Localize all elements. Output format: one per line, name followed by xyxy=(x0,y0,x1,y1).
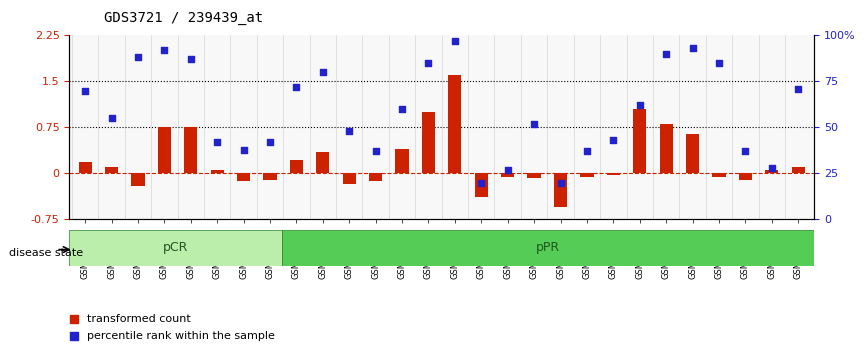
Bar xyxy=(184,127,197,173)
Point xyxy=(712,60,726,66)
Point xyxy=(527,121,541,127)
Bar xyxy=(607,173,620,175)
Bar xyxy=(686,133,699,173)
Bar xyxy=(633,109,646,173)
Bar xyxy=(739,173,752,179)
Point xyxy=(765,165,779,171)
Point xyxy=(475,180,488,185)
Point xyxy=(316,69,330,75)
Point xyxy=(448,38,462,44)
Text: pCR: pCR xyxy=(163,241,189,254)
Text: GDS3721 / 239439_at: GDS3721 / 239439_at xyxy=(104,11,263,25)
Bar xyxy=(766,170,779,173)
Point xyxy=(236,147,250,152)
Text: percentile rank within the sample: percentile rank within the sample xyxy=(87,331,275,341)
Point xyxy=(501,167,514,173)
Point xyxy=(105,115,119,121)
Bar xyxy=(527,173,540,178)
Bar xyxy=(158,127,171,173)
Point xyxy=(289,84,303,90)
Bar xyxy=(343,173,356,184)
Point xyxy=(395,106,409,112)
Bar xyxy=(554,173,567,207)
Point xyxy=(553,180,567,185)
Point xyxy=(342,128,356,134)
FancyBboxPatch shape xyxy=(69,230,282,266)
Bar xyxy=(422,112,435,173)
Text: transformed count: transformed count xyxy=(87,314,191,324)
Text: disease state: disease state xyxy=(9,248,83,258)
Point xyxy=(78,88,92,93)
Bar xyxy=(660,124,673,173)
Bar xyxy=(316,152,329,173)
Point xyxy=(633,103,647,108)
Bar xyxy=(290,160,303,173)
Point xyxy=(131,55,145,60)
Point xyxy=(158,47,171,53)
Bar xyxy=(475,173,488,197)
Bar xyxy=(792,167,805,173)
Bar xyxy=(396,149,409,173)
Bar xyxy=(501,173,514,177)
Point xyxy=(369,149,383,154)
Bar xyxy=(79,162,92,173)
Point xyxy=(184,57,197,62)
Point xyxy=(792,86,805,92)
Point xyxy=(686,45,700,51)
Bar xyxy=(210,170,223,173)
Bar xyxy=(713,173,726,177)
Point xyxy=(210,139,224,145)
Point xyxy=(739,149,753,154)
Bar xyxy=(237,173,250,181)
Bar xyxy=(132,173,145,186)
FancyBboxPatch shape xyxy=(282,230,814,266)
Point xyxy=(422,60,436,66)
Bar xyxy=(369,173,382,181)
Point xyxy=(263,139,277,145)
Point xyxy=(580,149,594,154)
Text: pPR: pPR xyxy=(536,241,560,254)
Point xyxy=(606,137,620,143)
Bar xyxy=(263,173,276,179)
Bar xyxy=(449,75,462,173)
Point xyxy=(659,51,673,57)
Bar xyxy=(105,167,118,173)
Bar xyxy=(580,173,593,177)
